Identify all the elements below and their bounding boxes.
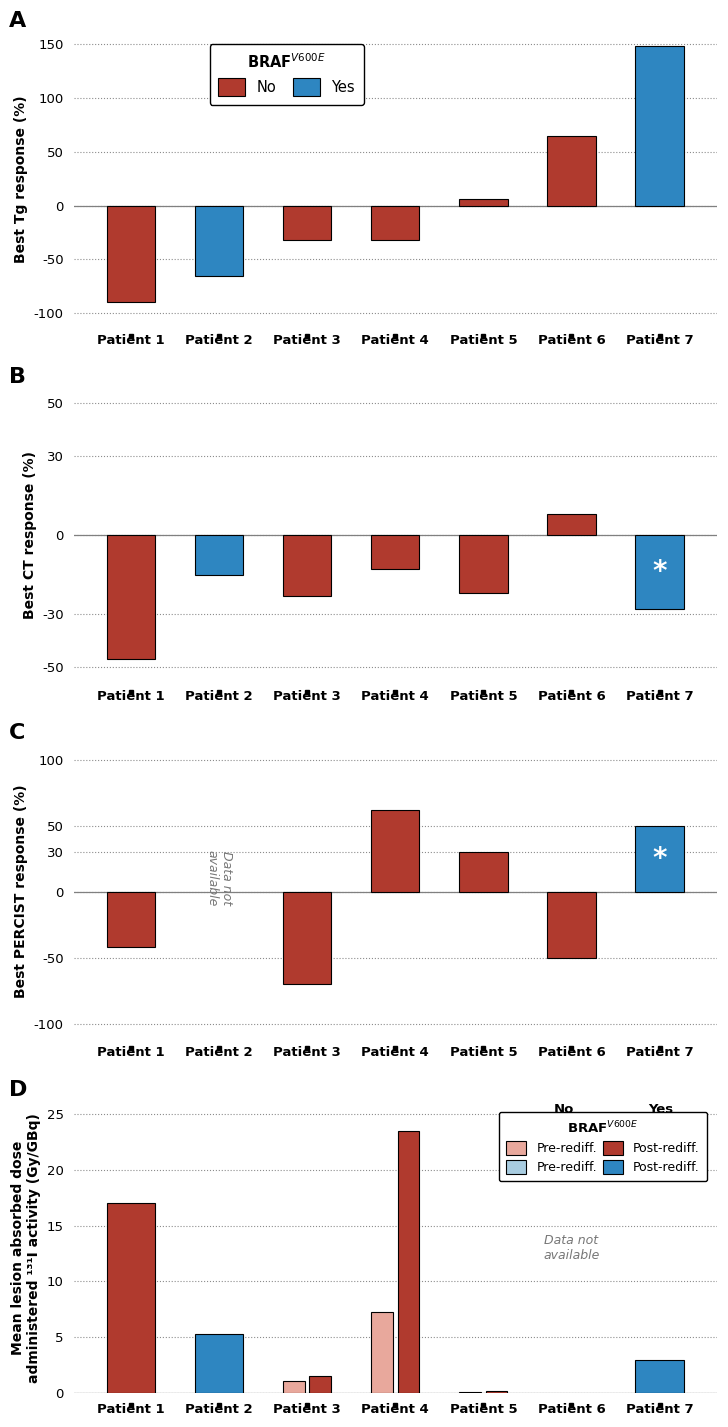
Text: No: No <box>553 1103 574 1116</box>
Bar <box>283 1381 305 1393</box>
Text: Data not
available: Data not available <box>205 850 233 906</box>
Y-axis label: Best Tg response (%): Best Tg response (%) <box>15 96 28 263</box>
Text: A: A <box>9 10 26 30</box>
Bar <box>283 205 331 240</box>
Bar <box>283 892 331 985</box>
Bar <box>371 535 419 569</box>
Bar <box>283 535 331 596</box>
Text: B: B <box>9 367 26 387</box>
Text: D: D <box>9 1080 28 1100</box>
Bar <box>636 826 684 892</box>
Bar <box>371 205 419 240</box>
Bar <box>371 809 419 892</box>
Bar <box>106 535 155 659</box>
Bar <box>106 1203 155 1393</box>
Text: C: C <box>9 723 25 743</box>
Bar <box>636 47 684 205</box>
Y-axis label: Best CT response (%): Best CT response (%) <box>23 451 36 619</box>
Bar <box>459 200 507 205</box>
Bar <box>371 1311 393 1393</box>
Bar <box>195 535 243 575</box>
Bar <box>459 852 507 892</box>
Bar <box>547 514 596 535</box>
Bar <box>195 205 243 275</box>
Bar <box>636 1360 684 1393</box>
Text: Yes: Yes <box>648 1103 673 1116</box>
Text: *: * <box>652 558 667 586</box>
Bar <box>547 892 596 958</box>
Bar <box>195 1334 243 1393</box>
Bar <box>459 535 507 594</box>
Legend: Pre-rediff., Pre-rediff., Post-rediff., Post-rediff.: Pre-rediff., Pre-rediff., Post-rediff., … <box>499 1112 708 1182</box>
Bar <box>309 1377 331 1393</box>
Bar <box>547 136 596 205</box>
Bar <box>397 1130 419 1393</box>
Legend: No, Yes: No, Yes <box>210 44 364 106</box>
Text: *: * <box>652 845 667 872</box>
Y-axis label: Mean lesion absorbed dose
administered ¹³¹I activity (Gy/GBq): Mean lesion absorbed dose administered ¹… <box>11 1113 41 1383</box>
Bar <box>106 892 155 948</box>
Bar <box>636 535 684 609</box>
Bar <box>486 1391 507 1393</box>
Y-axis label: Best PERCIST response (%): Best PERCIST response (%) <box>15 785 28 999</box>
Text: Data not
available: Data not available <box>543 1234 600 1261</box>
Bar <box>106 205 155 303</box>
